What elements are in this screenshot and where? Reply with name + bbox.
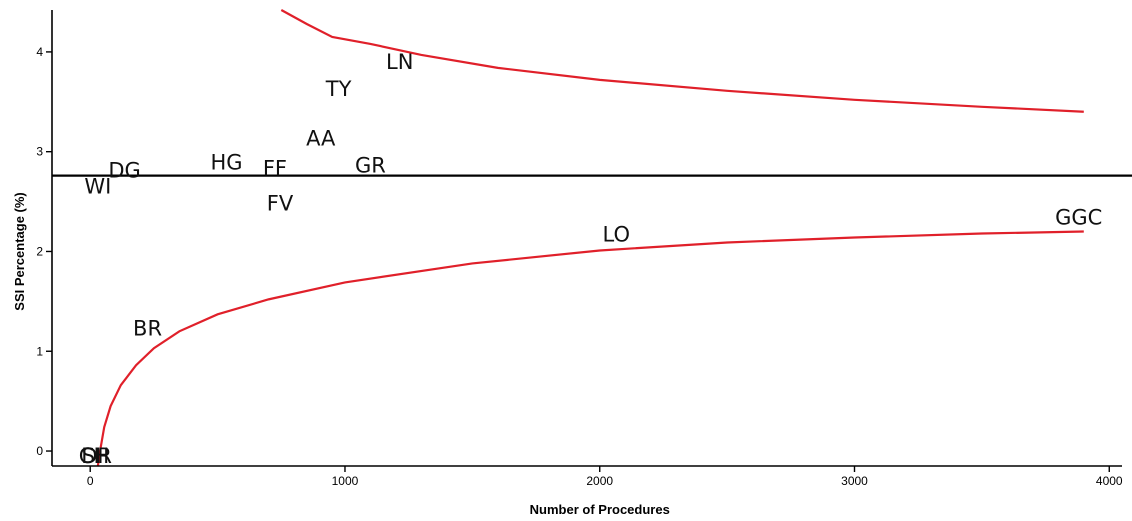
y-tick-label: 3 — [36, 145, 43, 159]
x-tick-label: 4000 — [1096, 474, 1123, 488]
point-label-wi: WI — [84, 175, 111, 199]
x-axis-ticks: 0 1000 2000 3000 4000 — [87, 466, 1123, 488]
x-axis-title: Number of Procedures — [530, 502, 670, 517]
x-tick-label: 2000 — [586, 474, 613, 488]
point-label-aa: AA — [306, 127, 336, 151]
lower-control-limit-curve — [96, 230, 1084, 466]
point-label-ggc: GGC — [1055, 206, 1102, 230]
x-tick-label: 3000 — [841, 474, 868, 488]
point-label-si: SI — [82, 444, 102, 468]
y-tick-label: 1 — [36, 344, 43, 358]
point-label-br: BR — [133, 316, 162, 340]
axes: 0 1 2 3 4 0 1000 2000 3000 4000 — [36, 10, 1123, 488]
y-axis-ticks: 0 1 2 3 4 — [36, 45, 52, 458]
x-tick-label: 0 — [87, 474, 94, 488]
point-label-gr: GR — [355, 154, 386, 178]
point-label-ff: FF — [263, 157, 287, 181]
x-tick-label: 1000 — [332, 474, 359, 488]
point-label-dr: DR — [81, 444, 112, 468]
point-label-ch: CH — [79, 444, 109, 468]
upper-control-limit-curve — [280, 9, 1084, 113]
y-tick-label: 2 — [36, 244, 43, 258]
y-tick-label: 4 — [36, 45, 43, 59]
point-label-fv: FV — [267, 192, 294, 216]
point-label-lo: LO — [603, 223, 630, 247]
point-label-hg: HG — [210, 151, 242, 175]
y-axis-title: SSI Percentage (%) — [12, 192, 27, 311]
y-tick-label: 0 — [36, 444, 43, 458]
point-label-ln: LN — [386, 50, 413, 74]
point-label-dg: DG — [108, 159, 140, 183]
point-label-ty: TY — [325, 77, 352, 101]
